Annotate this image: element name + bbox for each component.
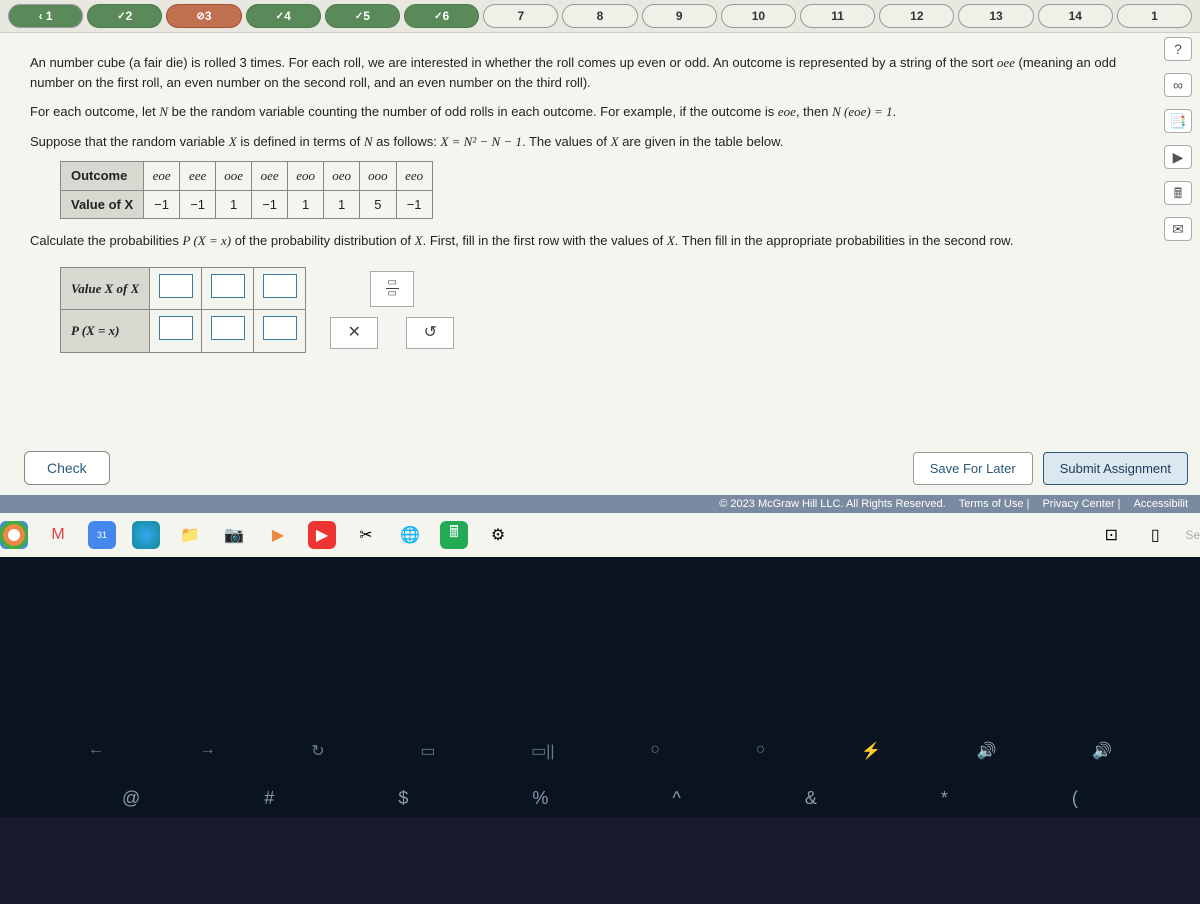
chrome-icon[interactable]: [0, 521, 28, 549]
fn-key: ←: [88, 741, 104, 761]
calc-icon[interactable]: 🖩: [440, 521, 468, 549]
question-pill-7[interactable]: 7: [483, 4, 558, 28]
tray-icon-1[interactable]: ⊡: [1097, 521, 1125, 549]
clear-button[interactable]: ✕: [330, 317, 378, 349]
side-toolbar: ? ∞ 📑 ▶ 🖩 ✉: [1164, 37, 1192, 241]
footer-strip: © 2023 McGraw Hill LLC. All Rights Reser…: [0, 495, 1200, 513]
value-header: Value of X: [61, 190, 144, 219]
reset-button[interactable]: ↺: [406, 317, 454, 349]
side-tool-2[interactable]: 📑: [1164, 109, 1192, 133]
question-pill-12[interactable]: 12: [879, 4, 954, 28]
question-pill-13[interactable]: 13: [958, 4, 1033, 28]
check-button[interactable]: Check: [24, 451, 110, 485]
symbol-key: $: [398, 788, 408, 809]
answer-table: Value X of X P (X = x): [60, 267, 306, 353]
question-pill-11[interactable]: 11: [800, 4, 875, 28]
symbol-key: (: [1072, 788, 1078, 809]
prob-cell-3[interactable]: [254, 310, 306, 353]
answer-row1-label: Value X of X: [61, 267, 150, 310]
question-progress-nav: ‹ 12345678910111213141: [0, 0, 1200, 33]
fn-key: ⚡: [861, 741, 881, 761]
question-pill-10[interactable]: 10: [721, 4, 796, 28]
answer-row2-label: P (X = x): [61, 310, 150, 353]
symbol-key: ^: [672, 788, 680, 809]
value-x-cell-3[interactable]: [254, 267, 306, 310]
privacy-link[interactable]: Privacy Center: [1042, 498, 1114, 510]
question-pill-4[interactable]: 4: [246, 4, 321, 28]
settings-icon[interactable]: ⚙: [484, 521, 512, 549]
assignment-window: ‹ 12345678910111213141 ? ∞ 📑 ▶ 🖩 ✉ An number …: [0, 0, 1200, 557]
side-tool-1[interactable]: ∞: [1164, 73, 1192, 97]
problem-paragraph-4: Calculate the probabilities P (X = x) of…: [30, 231, 1150, 251]
symbol-key: *: [941, 788, 948, 809]
fn-key: ▭: [420, 741, 435, 761]
submit-assignment-button[interactable]: Submit Assignment: [1043, 452, 1188, 485]
fn-key: 🔊: [1092, 741, 1112, 761]
tray-icon-2[interactable]: ▯: [1141, 521, 1169, 549]
symbol-key: %: [532, 788, 548, 809]
terms-link[interactable]: Terms of Use: [959, 498, 1024, 510]
side-tool-3[interactable]: ▶: [1164, 145, 1192, 169]
tray-text: Se: [1185, 528, 1200, 542]
side-tool-0[interactable]: ?: [1164, 37, 1192, 61]
question-pill-1[interactable]: ‹ 1: [8, 4, 83, 28]
calendar-icon[interactable]: 31: [88, 521, 116, 549]
copyright-text: © 2023 McGraw Hill LLC. All Rights Reser…: [719, 498, 945, 510]
problem-paragraph-3: Suppose that the random variable X is de…: [30, 132, 1150, 152]
fn-key: ▭||: [531, 741, 554, 761]
fraction-tool[interactable]: ▭▭: [370, 271, 414, 307]
question-pill-14[interactable]: 14: [1038, 4, 1113, 28]
youtube-icon[interactable]: ▶: [308, 521, 336, 549]
value-x-cell-2[interactable]: [202, 267, 254, 310]
camera-icon[interactable]: 📷: [220, 521, 248, 549]
fn-key: →: [200, 741, 216, 761]
question-pill-9[interactable]: 9: [642, 4, 717, 28]
globe-icon[interactable]: 🌐: [396, 521, 424, 549]
outcome-header: Outcome: [61, 162, 144, 191]
question-pill-2[interactable]: 2: [87, 4, 162, 28]
symbol-key: @: [122, 788, 140, 809]
side-tool-5[interactable]: ✉: [1164, 217, 1192, 241]
save-for-later-button[interactable]: Save For Later: [913, 452, 1033, 485]
value-x-cell-1[interactable]: [150, 267, 202, 310]
symbol-key: #: [264, 788, 274, 809]
problem-paragraph-2: For each outcome, let N be the random va…: [30, 102, 1150, 122]
problem-content: ? ∞ 📑 ▶ 🖩 ✉ An number cube (a fair die) is ro…: [0, 33, 1200, 381]
symbol-key: &: [805, 788, 817, 809]
files-icon[interactable]: 📁: [176, 521, 204, 549]
fn-key: ↻: [311, 741, 324, 761]
fn-key: ○: [650, 741, 660, 761]
keyboard-reflection: ← → ↻ ▭ ▭|| ○ ○ ⚡ 🔊 🔊 @ # $% ^ & * (: [0, 557, 1200, 817]
prob-cell-1[interactable]: [150, 310, 202, 353]
fn-key: ○: [756, 741, 766, 761]
os-taskbar: M 31 📁 📷 ▶ ▶ ✂ 🌐 🖩 ⚙ ⊡ ▯ Se: [0, 513, 1200, 557]
action-bar: Check Save For Later Submit Assignment: [0, 381, 1200, 495]
question-pill-8[interactable]: 8: [562, 4, 637, 28]
fn-key: 🔊: [977, 741, 997, 761]
question-pill-3[interactable]: 3: [166, 4, 241, 28]
outcome-table: Outcome eoe eee ooe oee eoo oeo ooo eeo …: [60, 161, 433, 219]
question-pill-1[interactable]: 1: [1117, 4, 1192, 28]
snip-icon[interactable]: ✂: [352, 521, 380, 549]
gmail-icon[interactable]: M: [44, 521, 72, 549]
question-pill-6[interactable]: 6: [404, 4, 479, 28]
edge-icon[interactable]: [132, 521, 160, 549]
prob-cell-2[interactable]: [202, 310, 254, 353]
accessibility-link[interactable]: Accessibilit: [1134, 498, 1188, 510]
side-tool-4[interactable]: 🖩: [1164, 181, 1192, 205]
play-icon[interactable]: ▶: [264, 521, 292, 549]
question-pill-5[interactable]: 5: [325, 4, 400, 28]
math-tools: ▭▭ ✕ ↺: [330, 271, 454, 349]
problem-paragraph-1: An number cube (a fair die) is rolled 3 …: [30, 53, 1150, 92]
